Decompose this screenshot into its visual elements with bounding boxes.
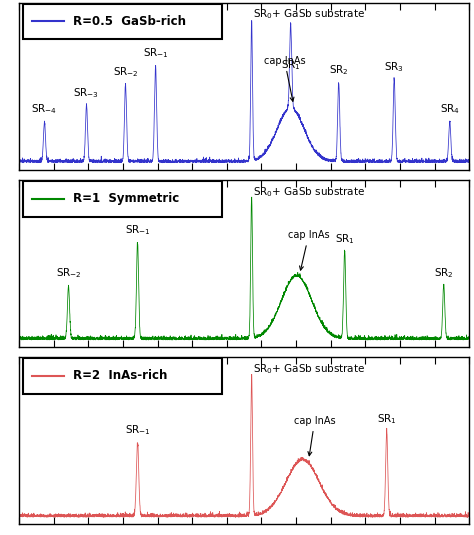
Text: cap InAs: cap InAs [264,56,305,101]
Text: SR$_{-4}$: SR$_{-4}$ [31,103,57,117]
Text: SR$_1$: SR$_1$ [281,58,301,72]
Text: R=1  Symmetric: R=1 Symmetric [73,192,179,205]
Text: SR$_1$: SR$_1$ [377,412,397,426]
Text: SR$_{-1}$: SR$_{-1}$ [125,224,151,238]
Text: SR$_4$: SR$_4$ [440,103,460,117]
Text: SR$_{-3}$: SR$_{-3}$ [73,86,100,100]
FancyBboxPatch shape [23,4,222,40]
Text: SR$_0$+ GaSb substrate: SR$_0$+ GaSb substrate [253,7,365,21]
Text: SR$_{-1}$: SR$_{-1}$ [125,423,151,437]
FancyBboxPatch shape [23,181,222,217]
FancyBboxPatch shape [23,358,222,394]
Text: SR$_1$: SR$_1$ [335,232,355,246]
Text: SR$_2$: SR$_2$ [329,63,348,77]
Text: cap InAs: cap InAs [294,416,336,456]
Text: SR$_2$: SR$_2$ [434,266,454,280]
Text: SR$_{-2}$: SR$_{-2}$ [113,65,138,79]
Text: SR$_0$+ GaSb substrate: SR$_0$+ GaSb substrate [253,362,365,376]
Text: SR$_3$: SR$_3$ [384,60,404,74]
Text: R=0.5  GaSb-rich: R=0.5 GaSb-rich [73,15,186,28]
Text: SR$_0$+ GaSb substrate: SR$_0$+ GaSb substrate [253,185,365,198]
Text: SR$_{-1}$: SR$_{-1}$ [143,47,169,60]
Text: R=2  InAs-rich: R=2 InAs-rich [73,370,167,383]
Text: SR$_{-2}$: SR$_{-2}$ [55,266,82,280]
Text: cap InAs: cap InAs [288,230,329,270]
